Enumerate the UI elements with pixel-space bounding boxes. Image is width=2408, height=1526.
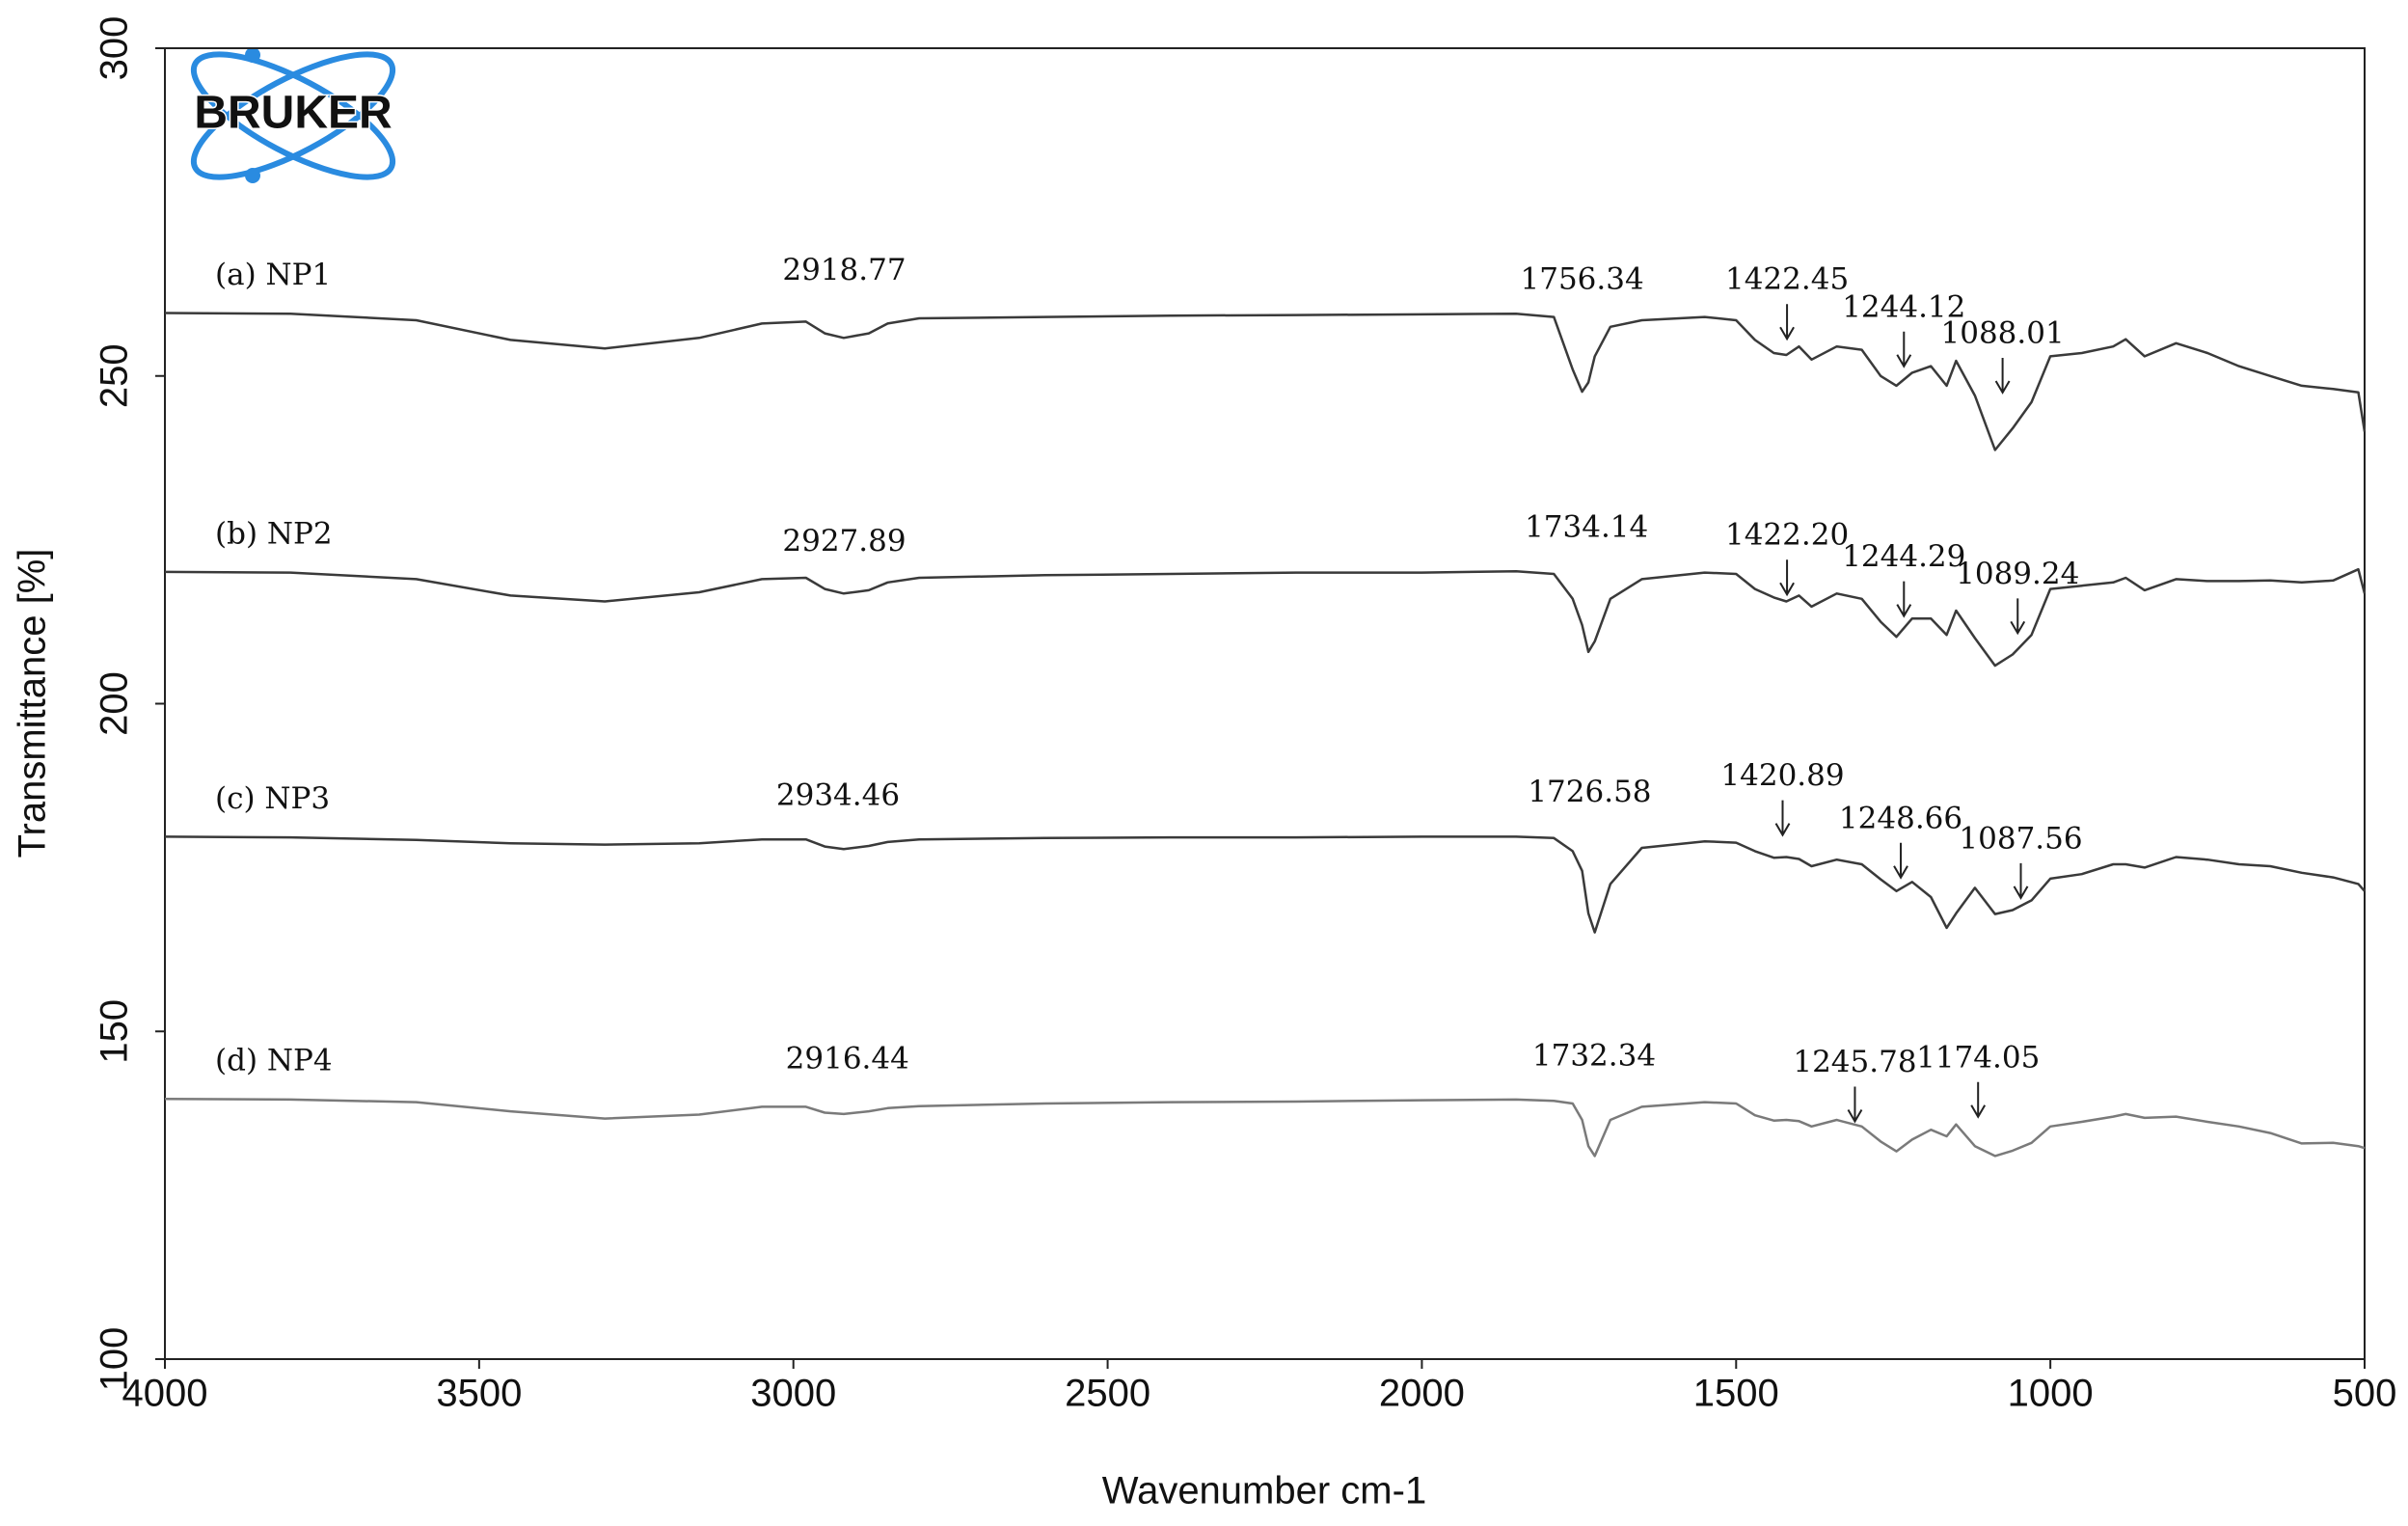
spectrum-line xyxy=(164,835,2366,934)
series-label: (b) NP2 xyxy=(215,516,333,551)
peak-label: 1422.20 xyxy=(1725,518,1849,553)
peak-label: 1244.29 xyxy=(1842,539,1965,574)
x-tick-label: 1500 xyxy=(1693,1373,1779,1415)
peak-label: 1088.01 xyxy=(1941,315,2065,350)
y-tick-label: 100 xyxy=(94,1327,136,1392)
peak-label: 1244.12 xyxy=(1842,289,1965,324)
peak-label: 2918.77 xyxy=(782,253,906,287)
plot-frame xyxy=(164,47,2366,1360)
x-tick-label: 4000 xyxy=(122,1373,208,1415)
peak-label: 1248.66 xyxy=(1839,801,1962,835)
arrow xyxy=(1779,304,1795,341)
y-tick-label: 300 xyxy=(94,16,136,81)
peak-label: 1422.45 xyxy=(1725,262,1849,297)
arrow xyxy=(1774,800,1791,837)
peak-label: 1245.78 xyxy=(1793,1045,1916,1079)
arrow xyxy=(1970,1081,1987,1119)
series-label: (a) NP1 xyxy=(215,258,331,292)
peak-label: 1420.89 xyxy=(1720,758,1844,793)
arrow xyxy=(1896,581,1912,618)
peak-label: 1089.24 xyxy=(1956,557,2079,591)
logo-orbit xyxy=(190,51,396,180)
spectrum-line xyxy=(164,312,2367,451)
peak-label: 1734.14 xyxy=(1525,510,1648,545)
arrow xyxy=(2013,862,2029,900)
x-tick-label: 3500 xyxy=(436,1373,522,1415)
logo-text: BRUKER xyxy=(194,88,392,139)
peak-label: 1726.58 xyxy=(1528,775,1651,809)
y-axis-title: Transmittance [%] xyxy=(12,549,54,858)
y-tick-label: 250 xyxy=(94,343,136,408)
spectrum-line xyxy=(164,1097,2366,1158)
arrow xyxy=(1847,1086,1863,1124)
peak-label: 1732.34 xyxy=(1532,1038,1656,1073)
peak-label: 2934.46 xyxy=(776,777,900,812)
series-label: (c) NP3 xyxy=(215,781,330,816)
arrow xyxy=(1779,559,1795,597)
arrow xyxy=(2010,598,2026,636)
logo-orbit xyxy=(190,51,396,180)
x-tick-label: 1000 xyxy=(2008,1373,2094,1415)
y-tick-label: 150 xyxy=(94,999,136,1064)
peak-label: 1756.34 xyxy=(1521,262,1644,297)
logo: BRUKER xyxy=(190,47,396,183)
x-axis-title: Wavenumber cm-1 xyxy=(1102,1470,1426,1512)
series-label: (d) NP4 xyxy=(215,1044,333,1078)
peak-label: 1174.05 xyxy=(1916,1040,2040,1075)
logo-dot xyxy=(245,168,260,183)
arrow xyxy=(1994,357,2011,395)
x-tick-label: 2000 xyxy=(1379,1373,1465,1415)
spectrum-line xyxy=(164,567,2367,668)
peak-label: 2916.44 xyxy=(786,1042,909,1076)
x-tick-label: 3000 xyxy=(750,1373,836,1415)
arrow xyxy=(1893,842,1908,880)
x-tick-label: 2500 xyxy=(1065,1373,1150,1415)
y-tick-label: 200 xyxy=(94,671,136,736)
peak-label: 1087.56 xyxy=(1959,821,2082,856)
x-tick-label: 500 xyxy=(2333,1373,2397,1415)
peak-label: 2927.89 xyxy=(782,524,906,559)
logo-dot xyxy=(245,47,260,63)
arrow xyxy=(1896,331,1912,368)
